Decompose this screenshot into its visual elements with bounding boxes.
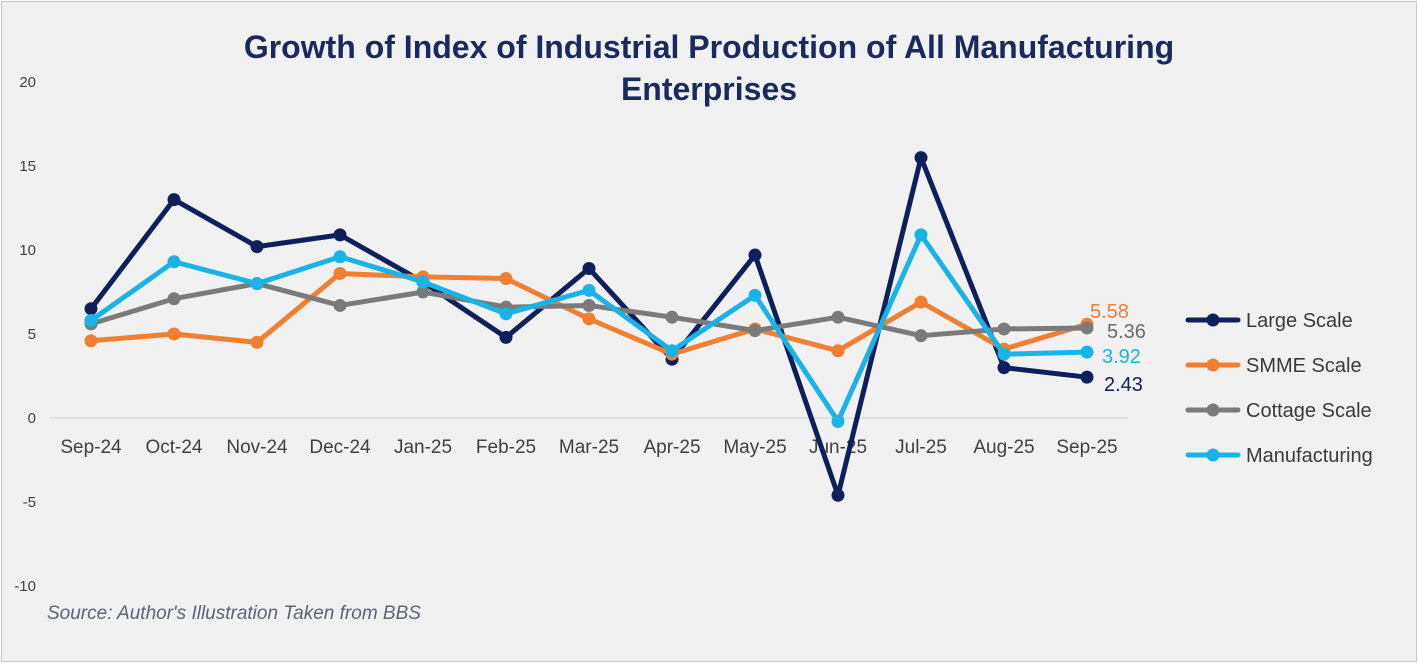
data-point-cottage-scale xyxy=(416,285,430,299)
x-tick-label: Sep-24 xyxy=(60,437,122,458)
x-tick-label: Dec-24 xyxy=(309,437,371,458)
data-point-smme-scale xyxy=(582,312,596,326)
legend-item-smme-scale: SMME Scale xyxy=(1185,355,1362,377)
legend-label: Large Scale xyxy=(1246,310,1353,332)
chart-title-line-2: Enterprises xyxy=(620,71,798,107)
data-point-cottage-scale xyxy=(167,292,181,306)
data-point-large-scale xyxy=(333,228,347,242)
data-point-smme-scale xyxy=(831,344,845,358)
data-point-manufacturing xyxy=(582,283,596,297)
data-point-large-scale xyxy=(831,488,845,502)
data-point-smme-scale xyxy=(914,295,928,309)
x-tick-label: Oct-24 xyxy=(145,437,202,458)
data-point-smme-scale xyxy=(250,335,264,349)
series-layer xyxy=(84,151,1094,502)
data-point-cottage-scale xyxy=(582,298,596,312)
x-tick-label: Nov-24 xyxy=(226,437,288,458)
data-point-manufacturing xyxy=(997,347,1011,361)
chart-title: Growth of Index of Industrial Production… xyxy=(0,26,1418,110)
end-label-manufacturing: 3.92 xyxy=(1102,346,1141,368)
data-point-cottage-scale xyxy=(997,322,1011,336)
data-point-manufacturing xyxy=(665,344,679,358)
data-point-manufacturing xyxy=(914,228,928,242)
data-point-large-scale xyxy=(499,330,513,344)
data-point-cottage-scale xyxy=(665,310,679,324)
data-point-manufacturing xyxy=(831,414,845,428)
x-tick-label: Jan-25 xyxy=(394,437,452,458)
chart-title-line-1: Growth of Index of Industrial Production… xyxy=(243,29,1175,65)
data-point-smme-scale xyxy=(167,327,181,341)
y-tick-label: 10 xyxy=(19,242,36,259)
data-point-manufacturing xyxy=(250,277,264,291)
data-point-cottage-scale xyxy=(831,310,845,324)
x-tick-label: Feb-25 xyxy=(476,437,536,458)
legend-item-large-scale: Large Scale xyxy=(1185,310,1353,332)
end-label-cottage-scale: 5.36 xyxy=(1107,321,1146,343)
x-tick-label: Mar-25 xyxy=(559,437,619,458)
data-point-large-scale xyxy=(914,151,928,165)
data-point-manufacturing xyxy=(1080,345,1094,359)
y-tick-label: 0 xyxy=(28,410,36,427)
data-point-large-scale xyxy=(84,302,98,316)
data-point-cottage-scale xyxy=(1080,321,1094,335)
data-point-large-scale xyxy=(748,248,762,262)
legend-swatch-marker xyxy=(1206,448,1220,462)
end-label-large-scale: 2.43 xyxy=(1104,374,1143,396)
y-tick-label: 5 xyxy=(28,326,36,343)
legend-item-manufacturing: Manufacturing xyxy=(1185,445,1373,467)
data-point-large-scale xyxy=(1080,370,1094,384)
y-tick-label: 15 xyxy=(19,158,36,175)
data-point-large-scale xyxy=(167,193,181,207)
series-manufacturing xyxy=(84,228,1094,428)
y-tick-label: -5 xyxy=(23,494,36,511)
legend-swatch-marker xyxy=(1206,358,1220,372)
legend-label: Cottage Scale xyxy=(1246,400,1372,422)
legend-swatch-marker xyxy=(1206,313,1220,327)
data-point-manufacturing xyxy=(416,275,430,289)
legend-label: SMME Scale xyxy=(1246,355,1362,377)
data-point-smme-scale xyxy=(333,267,347,281)
data-point-cottage-scale xyxy=(333,298,347,312)
x-axis-ticks: Sep-24 Oct-24 Nov-24 Dec-24 Jan-25 Feb-25 Mar-… xyxy=(60,437,1117,458)
data-point-cottage-scale xyxy=(748,324,762,338)
legend-item-cottage-scale: Cottage Scale xyxy=(1185,400,1372,422)
y-axis-ticks: -10 -5 0 5 10 15 20 xyxy=(14,74,36,595)
data-point-large-scale xyxy=(582,261,596,275)
source-note: Source: Author's Illustration Taken from… xyxy=(47,603,421,624)
end-labels: 5.585.36 3.92 2.43 xyxy=(1090,301,1146,396)
data-point-manufacturing xyxy=(748,288,762,302)
x-tick-label: Sep-25 xyxy=(1056,437,1117,458)
data-point-manufacturing xyxy=(84,314,98,328)
data-point-large-scale xyxy=(250,240,264,254)
end-label-smme-scale: 5.58 xyxy=(1090,301,1129,323)
data-point-large-scale xyxy=(997,361,1011,375)
y-tick-label: 20 xyxy=(19,74,36,91)
legend: Large Scale SMME Scale Cottage Scale Manufa… xyxy=(1185,310,1373,467)
x-tick-label: Jul-25 xyxy=(895,437,947,458)
y-tick-label: -10 xyxy=(14,578,36,595)
data-point-cottage-scale xyxy=(914,329,928,343)
data-point-manufacturing xyxy=(167,255,181,269)
data-point-manufacturing xyxy=(499,307,513,321)
legend-swatch-marker xyxy=(1206,403,1220,417)
data-point-smme-scale xyxy=(499,272,513,286)
x-tick-label: May-25 xyxy=(723,437,786,458)
data-point-smme-scale xyxy=(84,334,98,348)
data-point-manufacturing xyxy=(333,250,347,264)
x-tick-label: Apr-25 xyxy=(643,437,700,458)
legend-label: Manufacturing xyxy=(1246,445,1373,467)
x-tick-label: Aug-25 xyxy=(973,437,1034,458)
series-smme-scale xyxy=(84,267,1094,361)
